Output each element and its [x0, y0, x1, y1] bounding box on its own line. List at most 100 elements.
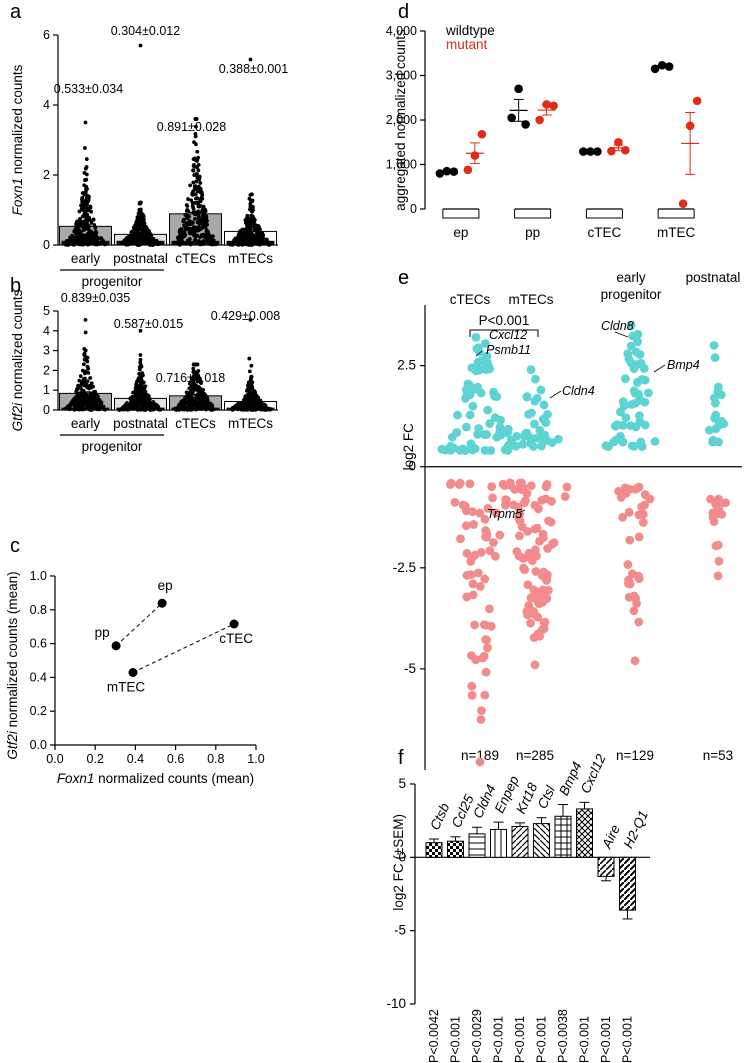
panel-e-down-point	[562, 482, 572, 492]
panel-e-up-swarm	[601, 329, 660, 451]
panel-a-data-point	[236, 242, 241, 247]
panel-c-ytick-label: 0.8	[30, 603, 47, 617]
panel-d-point-wildtype	[514, 84, 523, 94]
panel-e-down-point	[520, 496, 530, 505]
panel-a-data-point	[200, 222, 205, 226]
panel-e-up-swarm	[437, 339, 516, 455]
panel-e-down-point	[713, 571, 723, 581]
panel-c-xtick-label: 0.6	[167, 752, 184, 766]
panel-e-up-point	[481, 365, 491, 374]
panel-e-down-point	[539, 567, 548, 577]
panel-a-data-point	[138, 233, 143, 237]
panel-b-group-label: progenitor	[82, 439, 143, 454]
panel-a-data-point	[90, 235, 95, 240]
panel-b-data-point	[79, 403, 84, 408]
panel-e-up-point	[620, 374, 630, 384]
panel-a-data-point	[203, 220, 208, 225]
panel-e-down-point	[539, 624, 549, 633]
panel-f-bar-Cxcl12	[576, 808, 593, 858]
panel-c-point-ep	[157, 598, 167, 608]
panel-a-data-point	[245, 235, 249, 240]
panel-e-down-point	[713, 540, 723, 550]
panel-a-data-point	[260, 238, 265, 243]
panel-a-data-point	[238, 235, 242, 240]
panel-a-data-point	[85, 193, 90, 198]
panel-b-data-point	[252, 389, 256, 394]
panel-f-pvalue: P<0.0029	[470, 1009, 484, 1063]
panel-e-down-point	[491, 508, 501, 518]
panel-e-up-point	[512, 431, 522, 441]
panel-b-ytick-label: 4	[43, 324, 50, 338]
panel-a-data-point	[204, 214, 209, 219]
panel-a-data-point	[203, 209, 208, 213]
panel-b-data-point	[95, 406, 100, 411]
panel-f-gene-label: Bmp4	[556, 759, 585, 797]
panel-f-pvalue: P<0.001	[621, 1016, 635, 1063]
panel-e-down-point	[489, 538, 498, 547]
panel-e-up-point	[530, 419, 539, 429]
panel-b-data-point	[89, 398, 94, 403]
panel-b-data-point	[80, 368, 85, 373]
panel-e-down-point	[469, 520, 479, 529]
panel-e-up-point	[526, 365, 536, 375]
panel-a-data-point	[192, 173, 197, 177]
panel-b-data-point	[138, 357, 143, 362]
panel-a-data-point	[250, 219, 255, 223]
panel-a-data-point	[178, 228, 182, 233]
panel-a-data-point	[78, 216, 83, 221]
panel-f-pvalue: P<0.001	[578, 1016, 592, 1063]
panel-b-data-point	[194, 398, 199, 402]
panel-e-down-point	[533, 504, 543, 514]
panel-e-up-point	[452, 428, 462, 437]
panel-e-down-point	[483, 643, 492, 653]
panel-a-data-point	[138, 211, 142, 216]
panel-a-data-point	[82, 208, 87, 213]
panel-e-down-point	[624, 579, 633, 588]
panel-e-down-point	[640, 500, 649, 510]
panel-e-down-point	[481, 526, 491, 535]
panel-c-x-label-gene: Foxn1	[57, 771, 95, 786]
panel-e-down-point	[475, 508, 485, 518]
panel-e-down-point	[470, 620, 480, 630]
panel-a-data-point	[233, 240, 238, 244]
panel-a-data-point	[204, 236, 209, 241]
panel-e-n-label: n=53	[703, 748, 733, 763]
panel-a-category-label: mTECs	[228, 251, 273, 266]
panel-a-data-point	[193, 192, 198, 197]
panel-c-ytick-label: 0.4	[30, 670, 47, 684]
panel-a-data-point	[87, 239, 92, 243]
panel-b-data-point	[135, 379, 139, 384]
panel-d-point-mutant	[692, 96, 702, 106]
panel-a-data-point	[200, 193, 205, 197]
panel-a-category-label: early	[71, 251, 101, 266]
panel-b-data-point	[136, 385, 141, 389]
panel-d-category-label: mTEC	[657, 225, 695, 240]
panel-e-up-point	[629, 386, 639, 396]
panel-a-data-point	[77, 209, 82, 214]
panel-e-down-point	[544, 516, 553, 526]
panel-b-data-point	[199, 381, 204, 385]
panel-a-data-point	[195, 175, 200, 180]
panel-f-bar-Ccl25	[447, 840, 464, 858]
panel-b-data-point	[181, 403, 186, 408]
panel-b-data-point	[189, 390, 194, 395]
panel-e-down-point	[717, 509, 727, 519]
panel-b-data-point	[182, 407, 187, 412]
panel-a-data-point	[191, 164, 196, 168]
panel-e-up-point	[518, 439, 528, 449]
panel-e-up-point	[492, 392, 502, 402]
panel-a-y-label-gene: Foxn1	[10, 174, 25, 215]
panel-d-point-mutant	[470, 151, 480, 160]
panel-a-data-point	[250, 192, 254, 197]
panel-b-y-label: Gtf2i normalized counts	[10, 289, 25, 431]
panel-e-down-point	[542, 479, 552, 489]
panel-a-data-point	[194, 196, 198, 201]
panel-a-annotation: 0.533±0.034	[54, 82, 123, 96]
panel-e-down-point	[510, 484, 520, 494]
panel-e-down-point	[709, 517, 719, 527]
panel-f-pvalue: P<0.001	[492, 1016, 506, 1063]
panel-e-up-point	[465, 390, 475, 400]
panel-e-down-point	[523, 580, 533, 590]
panel-e-up-point	[529, 442, 538, 451]
panel-a-data-point	[120, 241, 125, 246]
